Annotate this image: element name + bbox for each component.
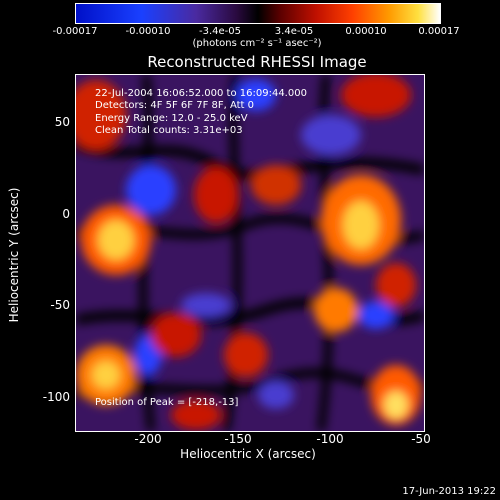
image-title: Reconstructed RHESSI Image [147, 53, 367, 71]
x-tick: -50 [411, 432, 431, 446]
y-tick: -50 [50, 298, 70, 312]
colorbar-tick: -3.4e-05 [199, 26, 241, 37]
x-tick: -200 [134, 432, 162, 446]
detectors-info: Detectors: 4F 5F 6F 7F 8F, Att 0 [95, 100, 255, 111]
rhessi-image [75, 74, 425, 432]
colorbar-tick: 0.00010 [345, 26, 387, 37]
colorbar-units: (photons cm⁻² s⁻¹ asec⁻²) [192, 38, 322, 49]
energy-range: Energy Range: 12.0 - 25.0 keV [95, 113, 248, 124]
colorbar-tick: 0.00017 [418, 26, 460, 37]
x-tick: -150 [224, 432, 252, 446]
peak-position: Position of Peak = [-218,-13] [95, 397, 239, 408]
y-tick: -100 [42, 390, 70, 404]
x-axis-label: Heliocentric X (arcsec) [180, 447, 316, 461]
y-tick: 50 [54, 115, 70, 129]
colorbar-tick: -0.00010 [125, 26, 171, 37]
y-tick: 0 [62, 207, 70, 221]
colorbar-tick: -0.00017 [52, 26, 98, 37]
heatmap-image [76, 75, 424, 431]
colorbar-tick: 3.4e-05 [274, 26, 314, 37]
time-range: 22-Jul-2004 16:06:52.000 to 16:09:44.000 [95, 88, 307, 99]
y-axis-label: Heliocentric Y (arcsec) [7, 187, 21, 323]
clean-info: Clean Total counts: 3.31e+03 [95, 125, 243, 136]
timestamp: 17-Jun-2013 19:22 [402, 486, 496, 497]
colorbar [75, 3, 441, 24]
x-tick: -100 [316, 432, 344, 446]
